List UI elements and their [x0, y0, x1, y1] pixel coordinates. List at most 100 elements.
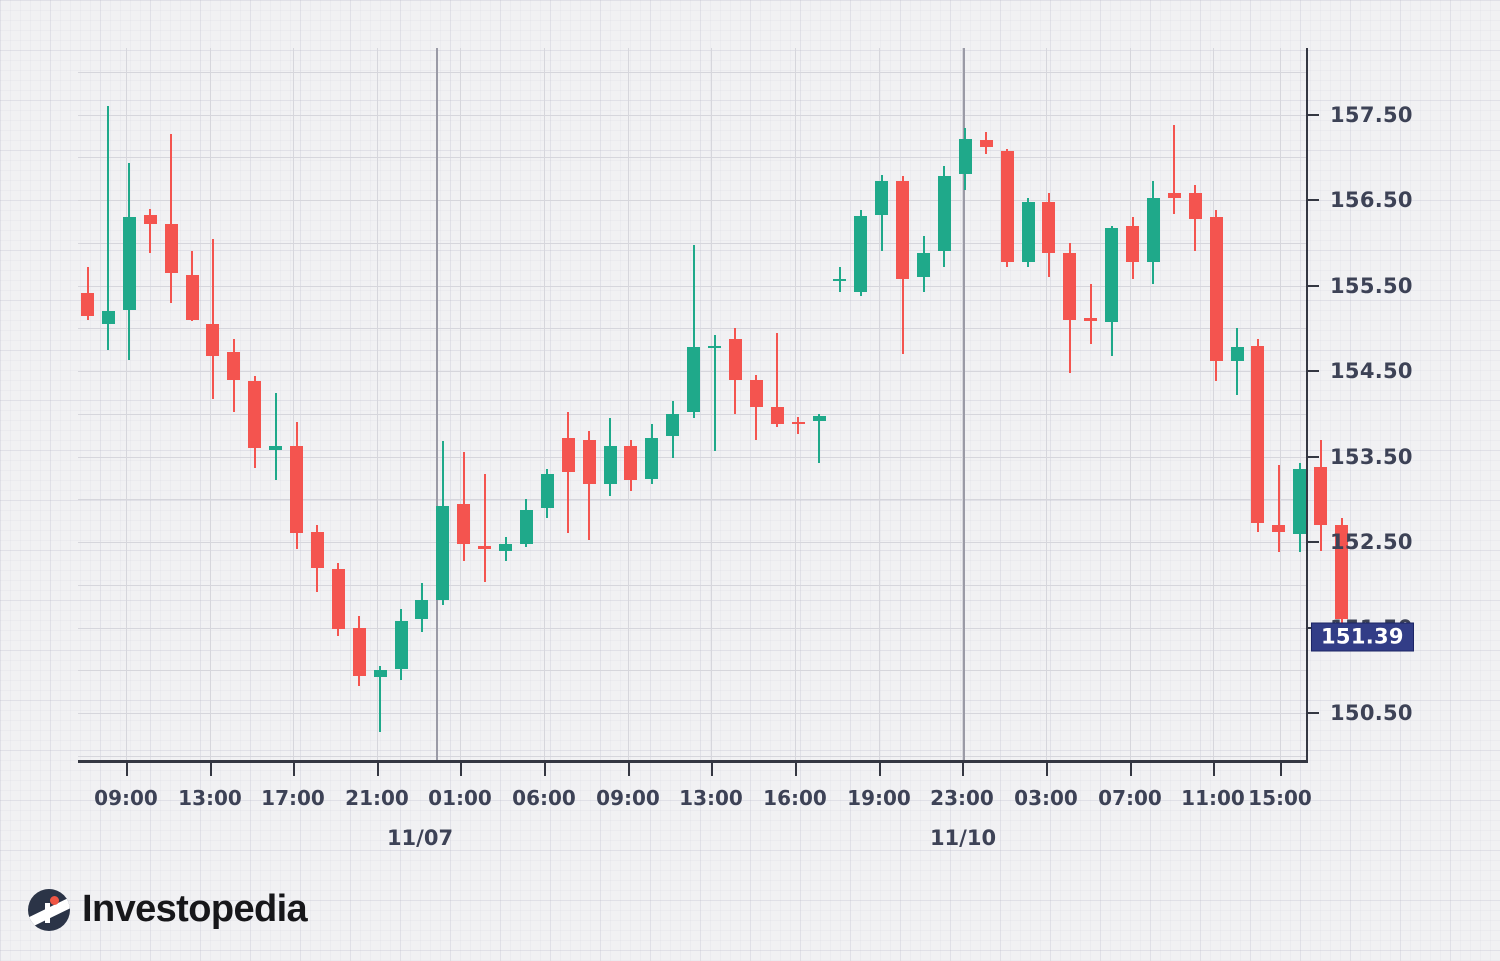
- candlestick-body: [1314, 466, 1328, 525]
- candlestick-body: [812, 415, 826, 421]
- candlestick: [373, 48, 387, 760]
- y-axis-tick: [1308, 455, 1319, 458]
- candlestick: [1272, 48, 1286, 760]
- x-axis-day-label: 11/10: [929, 826, 997, 850]
- candlestick: [1293, 48, 1307, 760]
- candlestick-wick: [1236, 328, 1238, 396]
- x-axis-line: [78, 760, 1308, 763]
- candlestick-wick: [379, 666, 382, 732]
- candlestick-wick: [776, 332, 779, 428]
- investopedia-logo-text: Investopedia: [82, 888, 308, 930]
- candlestick: [645, 48, 659, 760]
- candlestick-body: [770, 407, 784, 425]
- candlestick: [791, 48, 805, 760]
- y-axis-tick-label: 157.50: [1330, 102, 1413, 127]
- x-axis-tick-label: 03:00: [1014, 786, 1078, 810]
- gridline-vertical: [1213, 48, 1214, 760]
- candlestick-body: [582, 439, 596, 484]
- candlestick: [979, 48, 993, 760]
- x-axis-tick: [711, 763, 713, 776]
- candlestick-body: [1293, 468, 1307, 534]
- candlestick: [833, 48, 847, 760]
- logo-stem-shape: [45, 902, 50, 923]
- current-price-badge: 151.39: [1311, 622, 1414, 652]
- x-axis-tick-label: 17:00: [261, 786, 325, 810]
- candlestick: [394, 48, 408, 760]
- y-axis-tick: [1308, 199, 1319, 202]
- gridline-horizontal: [78, 71, 1306, 73]
- candlestick-body: [1272, 524, 1286, 532]
- x-axis-day-label: 11/07: [386, 826, 454, 850]
- candlestick-wick: [797, 417, 800, 435]
- candlestick-body: [248, 381, 262, 448]
- gridline-horizontal: [78, 157, 1306, 159]
- candlestick-wick: [692, 244, 695, 419]
- gridline-vertical: [460, 48, 461, 760]
- candlestick: [958, 48, 972, 760]
- candlestick: [1126, 48, 1139, 760]
- investopedia-logo[interactable]: Investopedia: [28, 888, 308, 931]
- candlestick-body: [122, 217, 136, 311]
- x-axis-tick-label: 23:00: [930, 786, 994, 810]
- gridline-vertical: [711, 48, 712, 760]
- x-axis-tick-label: 01:00: [428, 786, 492, 810]
- gridline-horizontal: [78, 114, 1306, 116]
- candlestick: [896, 48, 910, 760]
- candlestick: [708, 48, 721, 760]
- y-axis-tick: [1308, 712, 1319, 714]
- candlestick-body: [290, 446, 303, 534]
- candlestick-body: [1230, 347, 1244, 361]
- candlestick: [1105, 48, 1119, 760]
- candlestick-body: [227, 352, 241, 380]
- y-axis-tick-label: 156.50: [1330, 188, 1413, 213]
- candlestick: [937, 48, 951, 760]
- x-axis-tick: [377, 763, 379, 776]
- candlestick-body: [1146, 198, 1160, 262]
- logo-dot-shape: [50, 895, 59, 905]
- gridline-vertical: [962, 48, 963, 760]
- gridline-horizontal: [78, 713, 1306, 714]
- candlestick: [1209, 48, 1223, 760]
- candlestick-wick: [149, 208, 152, 254]
- gridline-vertical: [879, 48, 880, 760]
- x-axis-tick-label: 09:00: [596, 786, 660, 810]
- candlestick-body: [561, 437, 575, 472]
- gridline-horizontal: [78, 328, 1306, 330]
- candlestick: [603, 48, 617, 760]
- candlestick-body: [331, 568, 345, 630]
- candlestick-wick: [1089, 283, 1092, 344]
- gridline-vertical: [795, 48, 796, 760]
- x-axis-tick: [795, 763, 797, 776]
- candlestick: [164, 48, 178, 760]
- gridline-vertical: [293, 48, 294, 760]
- candlestick-wick: [567, 412, 570, 534]
- x-axis-tick-label: 15:00: [1248, 786, 1312, 810]
- candlestick-wick: [818, 413, 820, 464]
- y-axis-tick-label: 155.50: [1330, 273, 1413, 298]
- candlestick-wick: [713, 335, 716, 452]
- candlestick: [854, 48, 868, 760]
- candlestick: [561, 48, 575, 760]
- x-axis-tick-label: 07:00: [1098, 786, 1162, 810]
- candlestick: [1314, 48, 1328, 760]
- x-axis-tick-label: 13:00: [679, 786, 743, 810]
- gridline-horizontal: [78, 670, 1306, 672]
- candlestick-wick: [483, 473, 486, 583]
- gridline-vertical: [628, 48, 629, 760]
- candlestick: [540, 48, 554, 760]
- investopedia-logo-icon: [28, 888, 70, 931]
- candlestick-wick: [107, 106, 110, 350]
- y-axis-tick: [1308, 370, 1319, 373]
- candlestick-body: [937, 176, 951, 252]
- candlestick-body: [1335, 524, 1348, 619]
- candlestick-body: [519, 509, 533, 544]
- candlestick: [1063, 48, 1077, 760]
- candlestick-body: [269, 446, 283, 450]
- candlestick-wick: [1173, 124, 1176, 214]
- candlestick-body: [979, 140, 993, 148]
- candlestick-body: [415, 600, 429, 619]
- candlestick: [1188, 48, 1202, 760]
- x-axis-tick-label: 11:00: [1181, 786, 1245, 810]
- x-axis-tick-label: 19:00: [847, 786, 911, 810]
